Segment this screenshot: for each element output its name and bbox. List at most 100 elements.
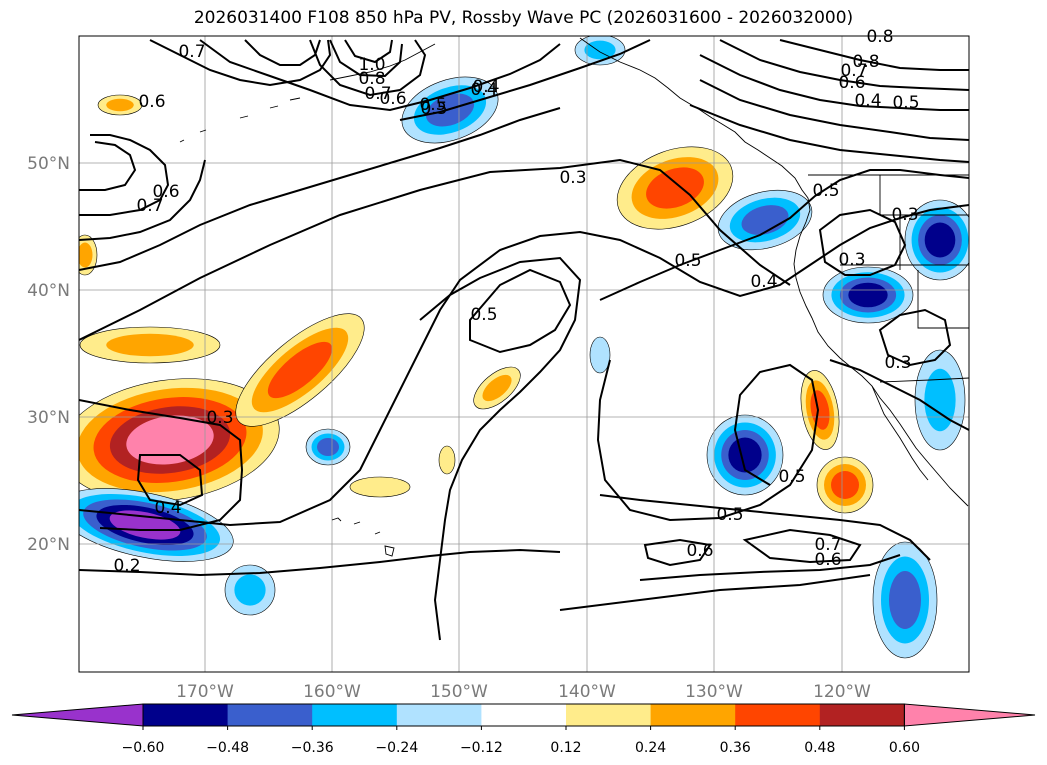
coastline-west-coast	[793, 197, 969, 507]
contour-0-5-n	[399, 39, 651, 121]
contour-label: 0.6	[814, 550, 841, 570]
neg-blob-great-basin-outline	[822, 266, 914, 324]
neg-blob-sw-us-level-2	[924, 368, 956, 432]
neg-blob-sw-us-outline	[914, 349, 966, 451]
contour-label: 0.8	[852, 52, 879, 72]
neg-blob-great-basin-level-4	[848, 282, 888, 308]
contour-label: 0.6	[138, 92, 165, 112]
pv-contours	[79, 39, 969, 641]
contour-label: 0.5	[716, 505, 743, 525]
neg-blob-mexico-outline	[872, 541, 938, 659]
pos-blob-hawaii-n-level-1	[350, 477, 410, 497]
pos-blob-gulf-outline	[616, 146, 734, 230]
colorbar-tick-labels: −0.60 −0.48 −0.36 −0.24 −0.12 0.12 0.24 0.36 0.4…	[122, 726, 920, 756]
contour-label: 0.7	[178, 42, 205, 62]
contour-0-7-nw	[79, 141, 137, 191]
contour-0-6-nw	[79, 134, 170, 216]
contour-label: 0.3	[838, 250, 865, 270]
pos-blob-west-pacific	[79, 378, 280, 502]
pos-blob-small-mid-outline	[438, 445, 456, 475]
lon-tick-label: 120°W	[813, 682, 871, 702]
contour-label: 0.4	[470, 80, 497, 100]
lat-tick-label: 30°N	[27, 408, 70, 428]
latitude-tick-labels: 50°N 40°N 30°N 20°N	[27, 154, 70, 555]
contour-0-5-loop	[469, 268, 572, 354]
contour-label: 0.3	[559, 168, 586, 188]
contour-label: 0.6	[686, 541, 713, 561]
pos-blob-gulf	[616, 146, 734, 230]
neg-blob-alaska-n-level-2	[584, 40, 616, 60]
lon-tick-label: 160°W	[303, 682, 361, 702]
neg-blob-gulf-e-level-3	[741, 205, 789, 235]
coastline-baja	[871, 385, 929, 481]
lon-tick-label: 170°W	[176, 682, 234, 702]
contour-0-5-nw	[79, 159, 206, 241]
colorbar-segment	[650, 704, 736, 726]
contour-ne-0-4	[689, 104, 969, 163]
contour-label: 0.5	[674, 251, 701, 271]
contour-0-6-b	[643, 538, 712, 567]
neg-blob-mexico	[872, 541, 938, 659]
pos-blob-west-arm-outline	[235, 313, 365, 427]
colorbar-tick-label: 0.60	[889, 740, 920, 756]
neg-blob-tiny-outline	[589, 336, 611, 374]
contour-0-4-main	[79, 204, 969, 527]
contour-label: 0.8	[358, 69, 385, 89]
pos-blob-west-top	[79, 326, 221, 364]
contour-0-6-se	[639, 554, 901, 581]
neg-blob-alaska-n-outline	[574, 36, 626, 66]
contour-label: 0.2	[113, 556, 140, 576]
pos-blob-hawaii-n-outline	[349, 476, 411, 498]
colorbar-segment	[227, 704, 313, 726]
colorbar-extend-min	[11, 703, 144, 727]
contour-label: 0.4	[750, 272, 777, 292]
contour-0-4-nw	[79, 107, 561, 271]
neg-blob-gulf-e	[717, 189, 813, 251]
coastline-aleutians	[179, 43, 436, 143]
contour-label: 0.6	[838, 73, 865, 93]
contour-0-3-south	[79, 399, 244, 531]
pos-blob-far-w-level-2	[79, 242, 93, 268]
colorbar-segment	[396, 704, 482, 726]
lat-tick-label: 20°N	[27, 535, 70, 555]
pos-blob-hawaii-n	[349, 476, 411, 498]
colorbar	[11, 703, 1036, 727]
contour-label: 1.0	[358, 55, 385, 75]
pos-blob-west-top-outline	[79, 326, 221, 364]
contour-label: 0.8	[866, 27, 893, 47]
coastline-hawaii	[331, 517, 395, 557]
contour-0-3-ne	[878, 308, 952, 367]
contour-ne-0-7	[719, 39, 969, 91]
lon-tick-label: 140°W	[558, 682, 616, 702]
neg-blob-rockies-level-4	[924, 222, 956, 258]
neg-blob-southwest-tail-outline	[224, 564, 276, 616]
colorbar-segment	[312, 704, 398, 726]
graticule	[79, 36, 969, 672]
colorbar-tick-label: 0.12	[550, 740, 581, 756]
contour-label: 0.7	[814, 535, 841, 555]
contour-0-7	[742, 528, 862, 564]
contour-label: 0.7	[364, 84, 391, 104]
contour-label: 0.5	[812, 181, 839, 201]
lat-tick-label: 40°N	[27, 281, 70, 301]
contour-0-8-se	[559, 574, 871, 611]
neg-blob-rockies-outline	[904, 199, 969, 281]
contour-0-5-east	[599, 169, 969, 301]
pos-blob-baja-off-outline	[800, 370, 840, 450]
contour-label: 0.3	[891, 205, 918, 225]
colorbar-tick-label: −0.60	[122, 740, 165, 756]
coastline-alaska	[579, 37, 809, 199]
pos-blob-far-w-outline	[79, 234, 98, 276]
contour-1-0	[309, 39, 427, 97]
contour-ne-0-8	[779, 39, 969, 71]
pos-blob-baja-s	[816, 456, 874, 514]
border-states	[840, 175, 969, 329]
longitude-tick-labels: 170°W 160°W 150°W 140°W 130°W 120°W	[176, 682, 871, 702]
neg-blob-mexico-level-3	[889, 571, 921, 629]
neg-blob-subtropic-level-3	[317, 438, 339, 456]
contour-label: 0.4	[854, 91, 881, 111]
contour-label: 0.5	[470, 305, 497, 325]
pos-blob-baja-s-outline	[816, 456, 874, 514]
contour-0-3-north	[79, 158, 791, 341]
